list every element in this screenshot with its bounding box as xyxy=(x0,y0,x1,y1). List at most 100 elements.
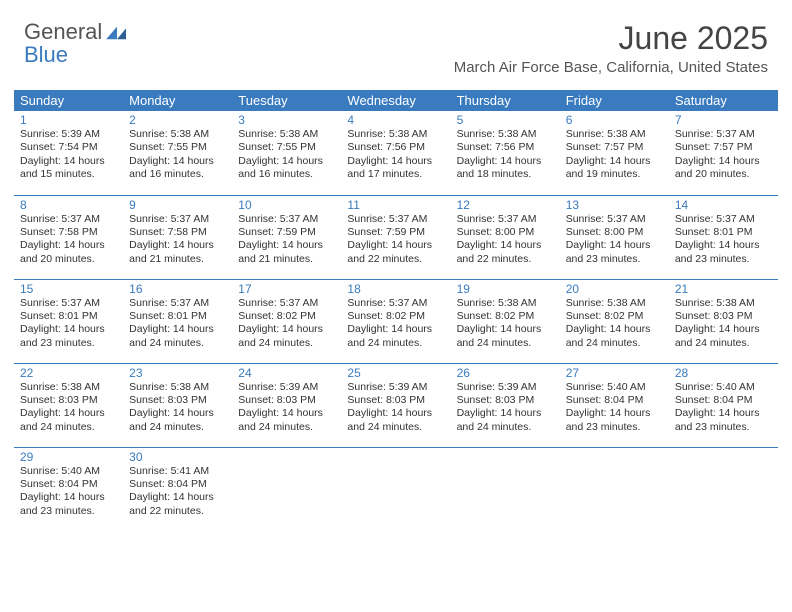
sunrise-text: Sunrise: 5:37 AM xyxy=(238,213,335,226)
sunrise-text: Sunrise: 5:38 AM xyxy=(129,381,226,394)
day-number: 9 xyxy=(129,198,226,212)
calendar-day-cell: 2Sunrise: 5:38 AMSunset: 7:55 PMDaylight… xyxy=(123,111,232,195)
sunset-text: Sunset: 8:04 PM xyxy=(675,394,772,407)
calendar-day-cell: 10Sunrise: 5:37 AMSunset: 7:59 PMDayligh… xyxy=(232,195,341,279)
sunrise-text: Sunrise: 5:40 AM xyxy=(675,381,772,394)
calendar-day-cell xyxy=(451,447,560,531)
day-details: Sunrise: 5:40 AMSunset: 8:04 PMDaylight:… xyxy=(566,381,663,435)
calendar-day-cell: 13Sunrise: 5:37 AMSunset: 8:00 PMDayligh… xyxy=(560,195,669,279)
sunset-text: Sunset: 7:55 PM xyxy=(238,141,335,154)
sunrise-text: Sunrise: 5:38 AM xyxy=(238,128,335,141)
day-number: 17 xyxy=(238,282,335,296)
day-number: 1 xyxy=(20,113,117,127)
sunrise-text: Sunrise: 5:37 AM xyxy=(20,297,117,310)
daylight-text: Daylight: 14 hours and 20 minutes. xyxy=(675,155,772,182)
sunset-text: Sunset: 8:03 PM xyxy=(20,394,117,407)
calendar-week-row: 15Sunrise: 5:37 AMSunset: 8:01 PMDayligh… xyxy=(14,279,778,363)
day-details: Sunrise: 5:37 AMSunset: 8:00 PMDaylight:… xyxy=(457,213,554,267)
calendar-day-cell: 7Sunrise: 5:37 AMSunset: 7:57 PMDaylight… xyxy=(669,111,778,195)
calendar-day-cell: 3Sunrise: 5:38 AMSunset: 7:55 PMDaylight… xyxy=(232,111,341,195)
daylight-text: Daylight: 14 hours and 24 minutes. xyxy=(20,407,117,434)
day-details: Sunrise: 5:38 AMSunset: 8:03 PMDaylight:… xyxy=(675,297,772,351)
calendar-day-cell: 15Sunrise: 5:37 AMSunset: 8:01 PMDayligh… xyxy=(14,279,123,363)
weekday-header: Saturday xyxy=(669,90,778,111)
weekday-header: Wednesday xyxy=(341,90,450,111)
daylight-text: Daylight: 14 hours and 24 minutes. xyxy=(347,407,444,434)
daylight-text: Daylight: 14 hours and 23 minutes. xyxy=(566,239,663,266)
sunset-text: Sunset: 8:01 PM xyxy=(675,226,772,239)
day-details: Sunrise: 5:38 AMSunset: 8:03 PMDaylight:… xyxy=(20,381,117,435)
sunset-text: Sunset: 7:58 PM xyxy=(129,226,226,239)
brand-word-1: General xyxy=(24,20,102,43)
day-details: Sunrise: 5:40 AMSunset: 8:04 PMDaylight:… xyxy=(675,381,772,435)
calendar-week-row: 1Sunrise: 5:39 AMSunset: 7:54 PMDaylight… xyxy=(14,111,778,195)
brand-mark-icon xyxy=(106,23,128,41)
day-details: Sunrise: 5:39 AMSunset: 8:03 PMDaylight:… xyxy=(347,381,444,435)
sunrise-text: Sunrise: 5:37 AM xyxy=(129,297,226,310)
day-number: 30 xyxy=(129,450,226,464)
daylight-text: Daylight: 14 hours and 23 minutes. xyxy=(20,491,117,518)
day-number: 8 xyxy=(20,198,117,212)
calendar-day-cell: 19Sunrise: 5:38 AMSunset: 8:02 PMDayligh… xyxy=(451,279,560,363)
calendar-day-cell: 8Sunrise: 5:37 AMSunset: 7:58 PMDaylight… xyxy=(14,195,123,279)
weekday-header: Thursday xyxy=(451,90,560,111)
daylight-text: Daylight: 14 hours and 21 minutes. xyxy=(129,239,226,266)
sunrise-text: Sunrise: 5:37 AM xyxy=(347,213,444,226)
daylight-text: Daylight: 14 hours and 20 minutes. xyxy=(20,239,117,266)
sunset-text: Sunset: 8:04 PM xyxy=(566,394,663,407)
sunrise-text: Sunrise: 5:38 AM xyxy=(566,128,663,141)
weekday-header: Friday xyxy=(560,90,669,111)
calendar-day-cell: 5Sunrise: 5:38 AMSunset: 7:56 PMDaylight… xyxy=(451,111,560,195)
sunset-text: Sunset: 8:01 PM xyxy=(129,310,226,323)
sunrise-text: Sunrise: 5:37 AM xyxy=(347,297,444,310)
sunset-text: Sunset: 8:03 PM xyxy=(675,310,772,323)
calendar-week-row: 8Sunrise: 5:37 AMSunset: 7:58 PMDaylight… xyxy=(14,195,778,279)
sunrise-text: Sunrise: 5:40 AM xyxy=(20,465,117,478)
calendar-day-cell: 26Sunrise: 5:39 AMSunset: 8:03 PMDayligh… xyxy=(451,363,560,447)
day-number: 27 xyxy=(566,366,663,380)
daylight-text: Daylight: 14 hours and 17 minutes. xyxy=(347,155,444,182)
calendar-day-cell: 18Sunrise: 5:37 AMSunset: 8:02 PMDayligh… xyxy=(341,279,450,363)
brand-logo: General Blue xyxy=(24,20,128,66)
sunrise-text: Sunrise: 5:41 AM xyxy=(129,465,226,478)
day-number: 15 xyxy=(20,282,117,296)
sunrise-text: Sunrise: 5:39 AM xyxy=(20,128,117,141)
daylight-text: Daylight: 14 hours and 24 minutes. xyxy=(347,323,444,350)
day-details: Sunrise: 5:38 AMSunset: 8:02 PMDaylight:… xyxy=(457,297,554,351)
sunrise-text: Sunrise: 5:39 AM xyxy=(238,381,335,394)
daylight-text: Daylight: 14 hours and 23 minutes. xyxy=(566,407,663,434)
calendar-day-cell: 11Sunrise: 5:37 AMSunset: 7:59 PMDayligh… xyxy=(341,195,450,279)
day-details: Sunrise: 5:38 AMSunset: 7:56 PMDaylight:… xyxy=(347,128,444,182)
sunrise-text: Sunrise: 5:38 AM xyxy=(457,128,554,141)
day-number: 29 xyxy=(20,450,117,464)
day-number: 22 xyxy=(20,366,117,380)
day-details: Sunrise: 5:39 AMSunset: 8:03 PMDaylight:… xyxy=(238,381,335,435)
daylight-text: Daylight: 14 hours and 24 minutes. xyxy=(129,407,226,434)
daylight-text: Daylight: 14 hours and 23 minutes. xyxy=(20,323,117,350)
calendar-day-cell: 9Sunrise: 5:37 AMSunset: 7:58 PMDaylight… xyxy=(123,195,232,279)
day-number: 2 xyxy=(129,113,226,127)
day-details: Sunrise: 5:37 AMSunset: 8:01 PMDaylight:… xyxy=(129,297,226,351)
daylight-text: Daylight: 14 hours and 22 minutes. xyxy=(347,239,444,266)
day-details: Sunrise: 5:37 AMSunset: 8:02 PMDaylight:… xyxy=(347,297,444,351)
daylight-text: Daylight: 14 hours and 16 minutes. xyxy=(129,155,226,182)
day-number: 12 xyxy=(457,198,554,212)
day-details: Sunrise: 5:38 AMSunset: 8:02 PMDaylight:… xyxy=(566,297,663,351)
sunrise-text: Sunrise: 5:37 AM xyxy=(129,213,226,226)
day-number: 14 xyxy=(675,198,772,212)
sunset-text: Sunset: 8:02 PM xyxy=(566,310,663,323)
sunset-text: Sunset: 8:02 PM xyxy=(238,310,335,323)
sunset-text: Sunset: 8:03 PM xyxy=(129,394,226,407)
calendar-day-cell: 6Sunrise: 5:38 AMSunset: 7:57 PMDaylight… xyxy=(560,111,669,195)
sunrise-text: Sunrise: 5:38 AM xyxy=(20,381,117,394)
day-number: 23 xyxy=(129,366,226,380)
calendar-day-cell: 17Sunrise: 5:37 AMSunset: 8:02 PMDayligh… xyxy=(232,279,341,363)
day-details: Sunrise: 5:37 AMSunset: 7:58 PMDaylight:… xyxy=(20,213,117,267)
calendar-day-cell: 20Sunrise: 5:38 AMSunset: 8:02 PMDayligh… xyxy=(560,279,669,363)
day-number: 6 xyxy=(566,113,663,127)
day-details: Sunrise: 5:37 AMSunset: 8:01 PMDaylight:… xyxy=(20,297,117,351)
sunset-text: Sunset: 8:03 PM xyxy=(238,394,335,407)
calendar-day-cell: 25Sunrise: 5:39 AMSunset: 8:03 PMDayligh… xyxy=(341,363,450,447)
sunset-text: Sunset: 8:02 PM xyxy=(457,310,554,323)
day-details: Sunrise: 5:37 AMSunset: 7:58 PMDaylight:… xyxy=(129,213,226,267)
